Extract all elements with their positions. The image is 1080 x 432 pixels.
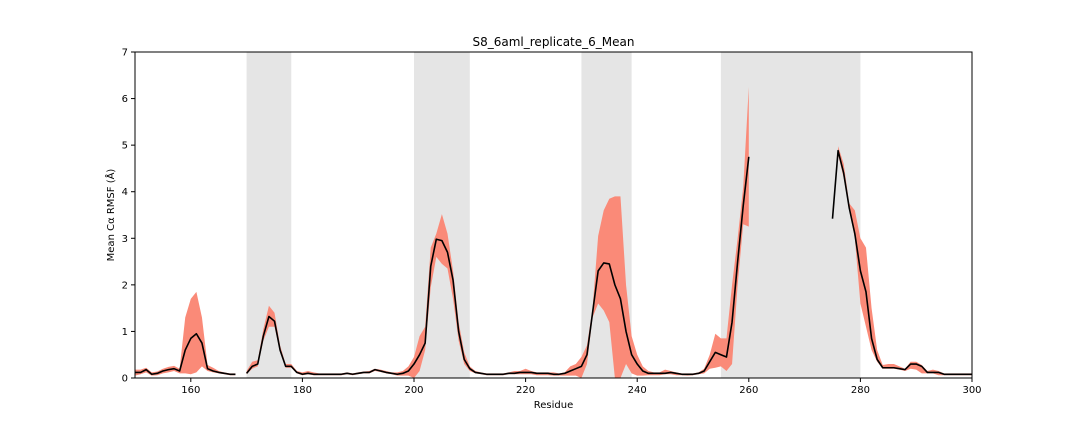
band-segment-2 [838,146,972,376]
y-tick-label: 2 [122,280,128,291]
y-tick-label: 4 [122,187,128,198]
x-tick-label: 160 [181,385,200,396]
plot-frame [134,51,973,379]
mean-line-segment-1 [245,156,750,376]
y-tick-label: 1 [122,327,128,338]
rmsf-band [135,86,972,379]
y-tick-label: 7 [122,48,128,59]
x-tick-label: 280 [851,385,870,396]
band-segment-1 [246,86,749,379]
shaded-region-0 [246,52,292,378]
x-tick-label: 200 [404,385,423,396]
x-axis-ticks: 160 180 200 220 240 260 280 300 [181,378,982,396]
x-tick-label: 220 [516,385,535,396]
band-segment-0 [135,291,236,376]
x-tick-label: 300 [962,385,981,396]
x-axis-label: Residue [534,400,573,411]
y-tick-label: 0 [122,374,128,385]
x-tick-label: 260 [739,385,758,396]
chart-title: S8_6aml_replicate_6_Mean [473,35,635,49]
mean-rmsf-line [135,149,972,376]
y-tick-label: 3 [122,234,128,245]
x-tick-label: 180 [293,385,312,396]
x-tick-label: 240 [628,385,647,396]
y-axis-label: Mean Cα RMSF (Å) [104,169,117,262]
mean-line-segment-0 [135,332,236,376]
y-tick-label: 6 [122,94,128,105]
y-tick-label: 5 [122,141,128,152]
y-axis-ticks: 0 1 2 3 4 5 6 7 [122,48,135,385]
mean-line-segment-2 [831,149,972,376]
